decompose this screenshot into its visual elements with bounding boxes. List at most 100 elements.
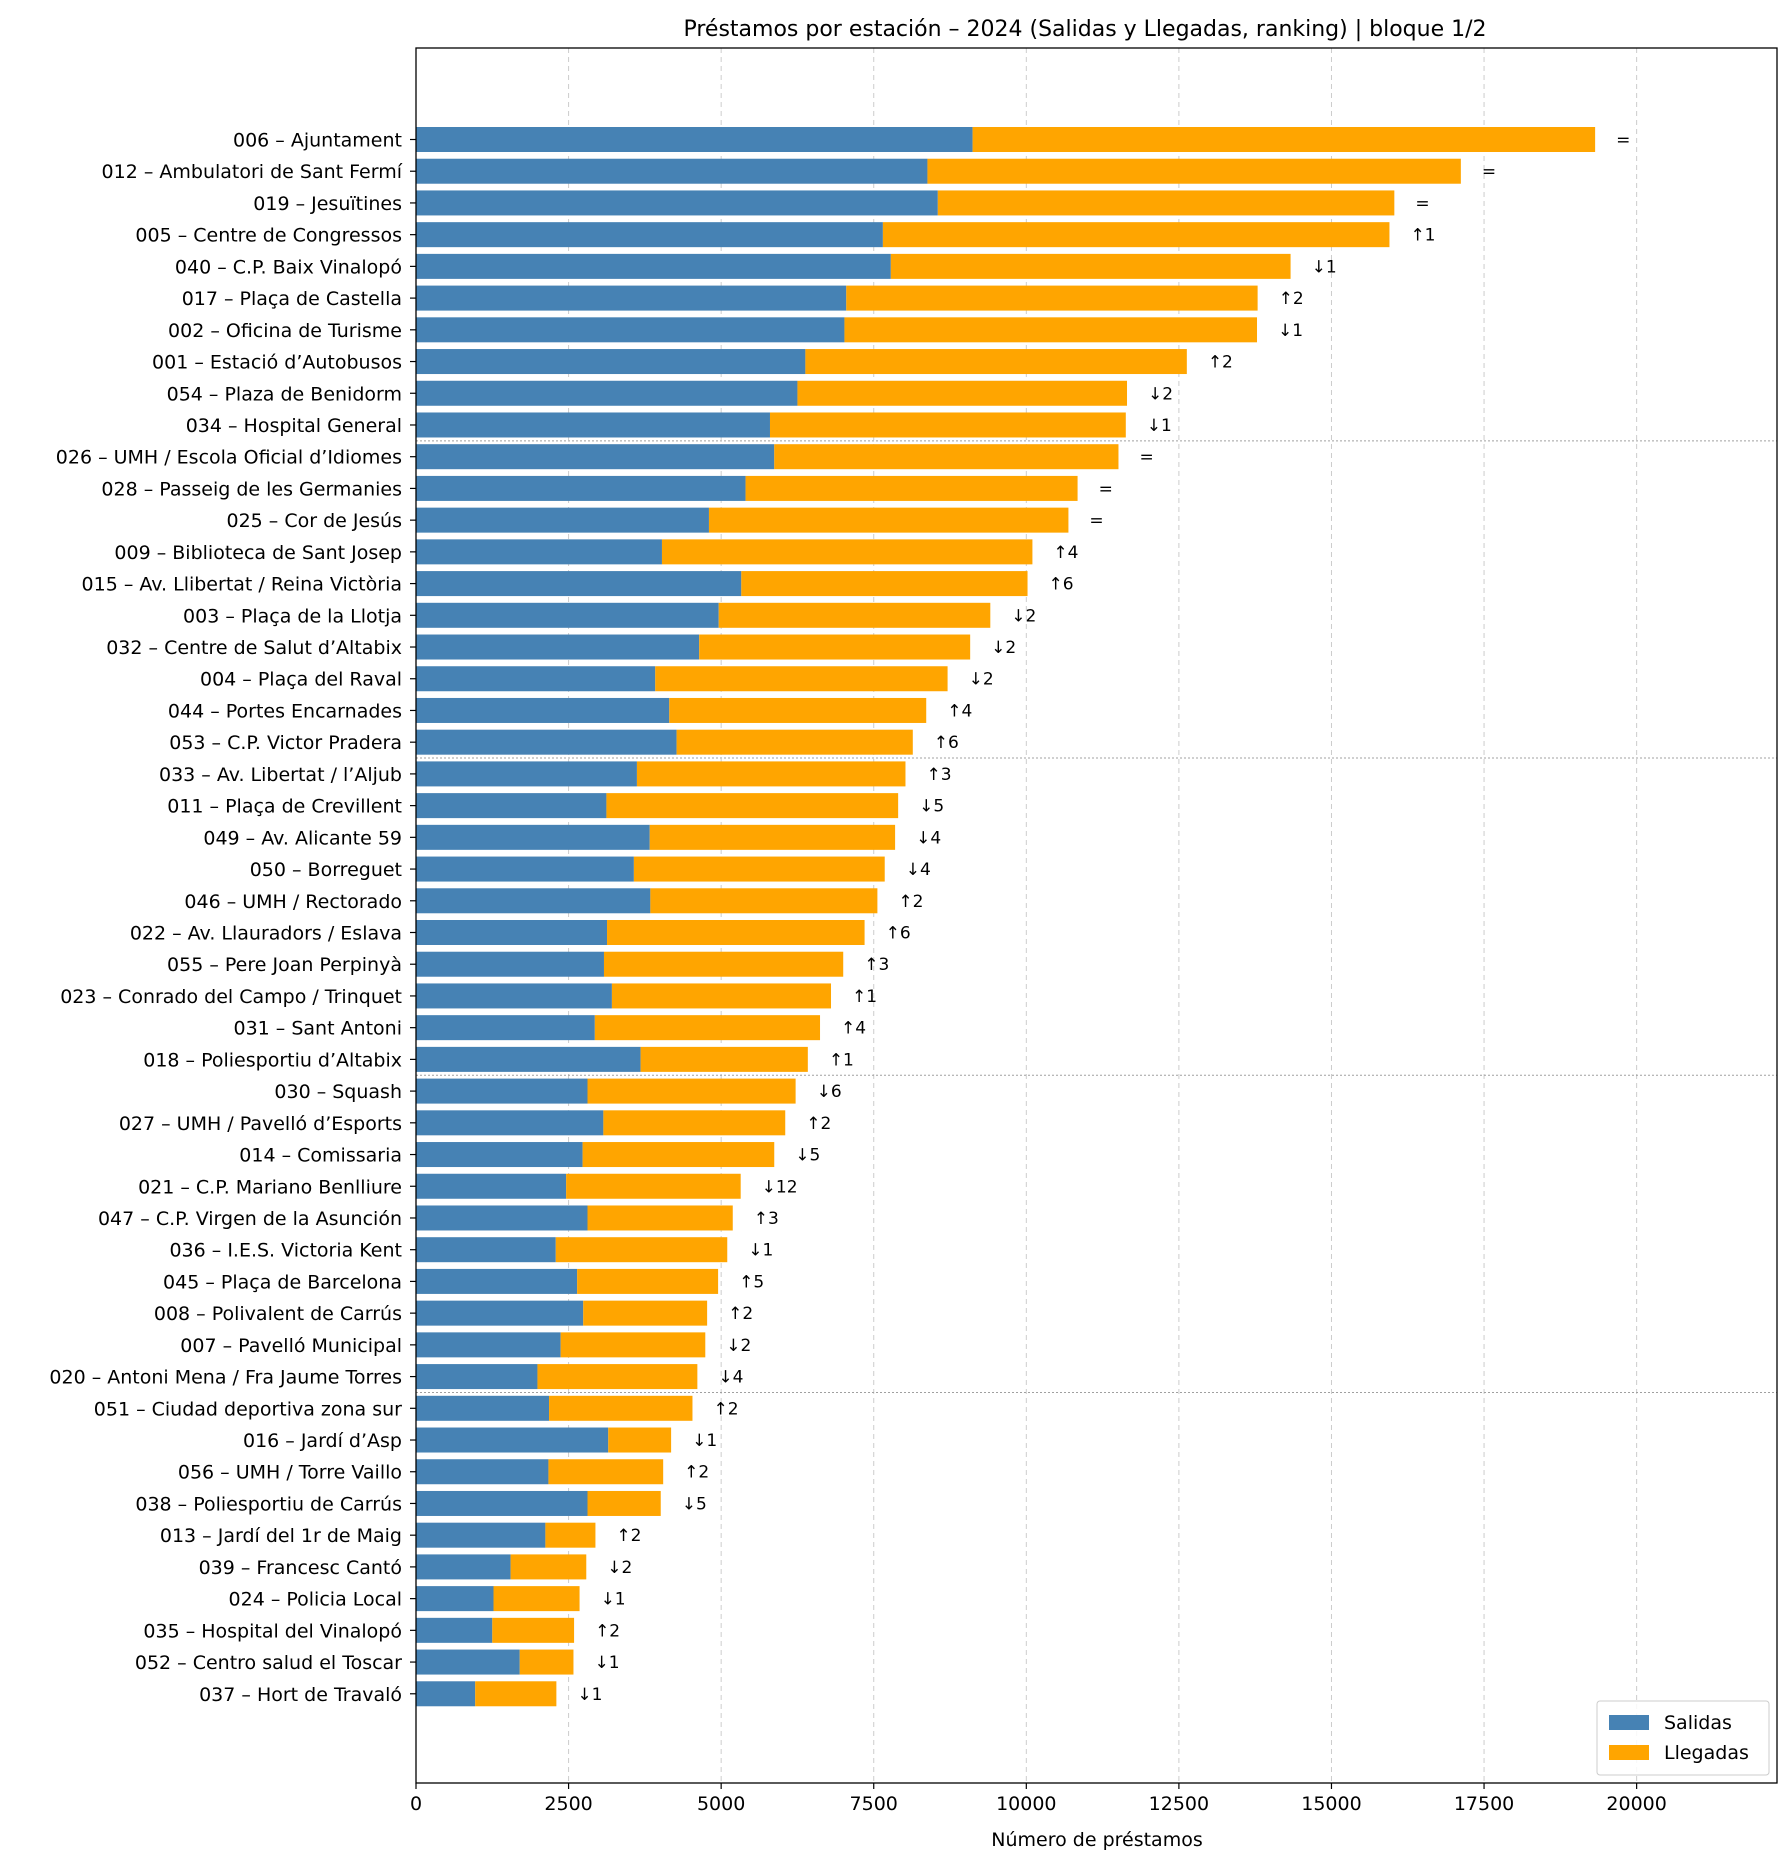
bar-llegadas (890, 253, 1291, 279)
bar-llegadas (566, 1173, 741, 1199)
bar-salidas (416, 444, 775, 470)
bar-llegadas (587, 1490, 661, 1516)
rank-change-label: ↓2 (726, 1336, 751, 1356)
rank-change-label: ↓5 (919, 797, 944, 817)
bar-llegadas (555, 1237, 728, 1263)
bar-salidas (416, 190, 938, 216)
y-tick-label: 034 – Hospital General (186, 415, 402, 437)
bar-salidas (416, 127, 973, 152)
y-tick-label: 032 – Centre de Salut d’Altabix (106, 637, 402, 659)
bar-salidas (416, 1681, 476, 1707)
y-tick-label: 003 – Plaça de la Llotja (183, 605, 402, 627)
bar-salidas (416, 793, 607, 819)
rank-change-label: ↓2 (607, 1558, 632, 1578)
bar-salidas (416, 1078, 588, 1104)
y-tick-label: 019 – Jesuïtines (253, 193, 402, 215)
y-tick-label: 002 – Oficina de Turisme (168, 320, 402, 342)
rank-change-label: ↑6 (1049, 575, 1074, 595)
bar-salidas (416, 856, 634, 882)
y-tick-labels: 006 – Ajuntament 012 – Ambulatori de Sant… (49, 130, 416, 1706)
rank-change-label: ↓4 (906, 860, 931, 880)
y-tick-label: 036 – I.E.S. Victoria Kent (169, 1240, 402, 1262)
bar-llegadas (548, 1459, 664, 1485)
y-tick-label: 006 – Ajuntament (233, 130, 402, 152)
y-tick-label: 046 – UMH / Rectorado (184, 891, 402, 913)
bar-llegadas (493, 1586, 580, 1612)
bar-llegadas (650, 888, 878, 914)
rank-change-label: ↑5 (739, 1272, 764, 1292)
rank-change-label: = (1482, 162, 1496, 182)
bar-salidas (416, 729, 677, 755)
bar-salidas (416, 285, 847, 311)
bar-llegadas (608, 1427, 672, 1453)
y-tick-label: 011 – Plaça de Crevillent (167, 796, 402, 818)
bar-llegadas (587, 1205, 733, 1231)
y-tick-label: 020 – Antoni Mena / Fra Jaume Torres (49, 1367, 402, 1389)
rank-change-label: ↓2 (1148, 384, 1173, 404)
bar-salidas (416, 571, 742, 597)
group-separators (416, 440, 1777, 1393)
y-tick-label: 045 – Plaça de Barcelona (163, 1271, 402, 1293)
legend-label-salidas: Salidas (1664, 1712, 1732, 1734)
y-tick-label: 031 – Sant Antoni (233, 1018, 402, 1040)
bar-llegadas (846, 285, 1258, 311)
x-tick-label: 12500 (1149, 1793, 1209, 1815)
bar-llegadas (636, 761, 906, 787)
y-tick-label: 026 – UMH / Escola Oficial d’Idiomes (56, 447, 402, 469)
bar-salidas (416, 1205, 588, 1231)
rank-change-label: ↑2 (616, 1526, 641, 1546)
y-tick-label: 027 – UMH / Pavelló d’Esports (119, 1113, 402, 1135)
rank-change-label: ↑1 (1410, 226, 1435, 246)
bar-llegadas (603, 951, 844, 977)
rank-change-label: ↑2 (898, 892, 923, 912)
y-tick-label: 009 – Biblioteca de Sant Josep (114, 542, 402, 564)
x-axis-ticks: 0 2500 5000 7500 10000 12500 15000 17500 20000 (410, 1783, 1667, 1815)
bar-salidas (416, 412, 770, 438)
bar-salidas (416, 1015, 595, 1041)
rank-change-label: ↓4 (916, 828, 941, 848)
bar-llegadas (577, 1268, 719, 1294)
rank-change-label: ↓2 (1011, 606, 1036, 626)
bar-llegadas (560, 1332, 706, 1358)
y-tick-label: 047 – C.P. Virgen de la Asunción (98, 1208, 402, 1230)
bar-llegadas (797, 380, 1128, 406)
bar-salidas (416, 222, 883, 248)
y-tick-label: 044 – Portes Encarnades (168, 700, 402, 722)
y-tick-label: 001 – Estació d’Autobusos (152, 352, 402, 374)
bar-salidas (416, 1395, 550, 1421)
bar-llegadas (708, 507, 1069, 533)
rank-change-label: ↑2 (728, 1304, 753, 1324)
bar-llegadas (587, 1078, 796, 1104)
rank-change-label: ↑1 (852, 987, 877, 1007)
bar-llegadas (607, 920, 865, 945)
y-tick-label: 015 – Av. Llibertat / Reina Victòria (82, 574, 402, 596)
bars (416, 127, 1596, 1707)
rank-change-label: ↓1 (601, 1590, 626, 1610)
bar-llegadas (519, 1649, 574, 1675)
bar-salidas (416, 1427, 609, 1453)
rank-change-label: = (1415, 194, 1429, 214)
rank-change-label: ↑3 (926, 765, 951, 785)
y-tick-label: 017 – Plaça de Castella (182, 288, 402, 310)
rank-change-label: ↓4 (718, 1368, 743, 1388)
y-tick-label: 008 – Polivalent de Carrús (154, 1303, 402, 1325)
rank-change-label: ↓1 (1312, 257, 1337, 277)
x-tick-label: 2500 (544, 1793, 592, 1815)
rank-change-label: ↓1 (748, 1241, 773, 1261)
bar-llegadas (603, 1110, 786, 1136)
y-tick-label: 023 – Conrado del Campo / Trinquet (60, 986, 402, 1008)
rank-change-label: ↓5 (795, 1146, 820, 1166)
rank-change-label: ↓1 (577, 1685, 602, 1705)
x-axis-label: Número de préstamos (991, 1829, 1202, 1851)
rank-change-label: ↑3 (864, 955, 889, 975)
bar-salidas (416, 380, 798, 406)
legend-label-llegadas: Llegadas (1664, 1742, 1749, 1764)
y-tick-label: 033 – Av. Libertat / l’Aljub (159, 764, 402, 786)
bar-salidas (416, 1649, 520, 1675)
y-tick-label: 022 – Av. Llauradors / Eslava (130, 923, 402, 945)
y-tick-label: 049 – Av. Alicante 59 (203, 827, 402, 849)
rank-change-label: ↓1 (594, 1653, 619, 1673)
rank-change-label: ↑6 (934, 733, 959, 753)
y-tick-label: 025 – Cor de Jesús (226, 510, 402, 532)
